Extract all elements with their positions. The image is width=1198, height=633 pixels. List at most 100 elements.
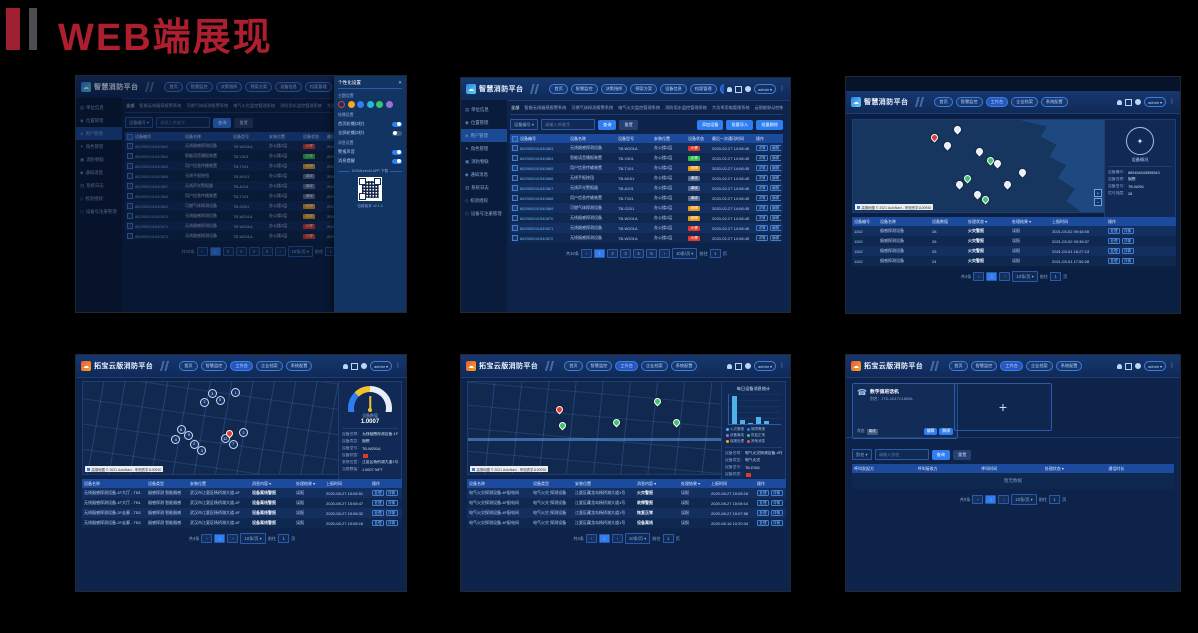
device-map-pin[interactable]	[952, 124, 963, 135]
detail-button[interactable]: 详情	[756, 214, 768, 222]
detail-button[interactable]: 详情	[385, 489, 398, 497]
pager-page-button[interactable]: 3	[620, 249, 632, 258]
sidebar-item[interactable]: ◉ 位置管理	[461, 116, 507, 129]
device-map-pin[interactable]	[942, 140, 953, 151]
sidebar-item[interactable]: ▣ 消防物联	[461, 155, 507, 168]
edit-button[interactable]: 编辑	[769, 224, 781, 232]
col-handle-result[interactable]: 处理结果 ▾	[1012, 218, 1032, 224]
search-input[interactable]	[874, 449, 929, 460]
nav-pill[interactable]: 决策指挥	[600, 84, 628, 94]
pager-page-button[interactable]: 2	[607, 249, 619, 258]
user-avatar[interactable]	[745, 86, 752, 92]
system-tab[interactable]: 消防用水监控管理系统	[665, 105, 707, 110]
nav-pill[interactable]: 首页	[564, 361, 583, 371]
toggle-switch[interactable]	[392, 158, 402, 164]
pager-page-button[interactable]: 1	[986, 272, 998, 281]
phone-device-card[interactable]: ☎ 数字值班话机 别名：JTD-4G17C1800A 状态 离线 编辑 解绑	[852, 383, 958, 439]
nav-pill[interactable]: 智慧监控	[570, 84, 598, 94]
theme-color-dot[interactable]	[338, 101, 345, 108]
detail-button[interactable]: 详情	[756, 224, 768, 232]
pager-size-select[interactable]: 10条/页 ▾	[624, 533, 651, 544]
device-map-pin[interactable]	[671, 417, 682, 428]
pager-next-button[interactable]: ›	[274, 247, 286, 256]
pager-goto-input[interactable]: 1	[1050, 272, 1062, 281]
nav-pill[interactable]: 企业档案	[255, 361, 283, 371]
toggle-switch[interactable]	[392, 149, 402, 155]
system-tab[interactable]: 智能无线烟感报警系统	[524, 105, 567, 110]
handle-button[interactable]: 处理	[1108, 247, 1120, 255]
system-tab[interactable]: 可燃气体探测报警系统	[571, 105, 614, 110]
row-checkbox[interactable]	[127, 233, 133, 239]
sidebar-item[interactable]: ◆ 通知消息	[76, 166, 122, 179]
fullscreen-icon[interactable]	[735, 362, 743, 370]
row-checkbox[interactable]	[512, 225, 518, 231]
col-message[interactable]: 消息内容 ▾	[637, 480, 657, 486]
close-icon[interactable]: ✕	[398, 80, 402, 85]
filter-select[interactable]: 设备编号 ▾	[125, 117, 154, 128]
pager-size-select[interactable]: 10条/页 ▾	[672, 248, 698, 259]
more-menu-icon[interactable]: ⋮	[395, 363, 401, 369]
cell-device-id[interactable]: 862950041540871	[520, 225, 554, 231]
pager-page-button[interactable]: 4	[248, 247, 260, 256]
col-message[interactable]: 消息内容 ▾	[252, 480, 272, 486]
edit-button[interactable]: 编辑	[769, 144, 781, 152]
detail-button[interactable]: 详情	[756, 204, 768, 212]
row-checkbox[interactable]	[512, 165, 518, 171]
col-result[interactable]: 处理结果 ▾	[296, 480, 316, 486]
user-menu[interactable]: admin ▾	[1144, 97, 1166, 107]
system-tab[interactable]: 全部	[511, 105, 520, 110]
add-device-button[interactable]: 添加设备	[696, 119, 724, 130]
detail-button[interactable]: 详情	[756, 184, 768, 192]
more-menu-icon[interactable]: ⋮	[1169, 99, 1175, 105]
zoom-in-button[interactable]: +	[1094, 189, 1102, 197]
pager-page-button[interactable]: 1	[985, 495, 997, 504]
select-all-checkbox[interactable]	[512, 135, 518, 142]
cluster-marker[interactable]: 7	[228, 439, 238, 449]
more-menu-icon[interactable]: ⋮	[779, 363, 785, 369]
nav-pill[interactable]: 首页	[179, 361, 198, 371]
detail-button[interactable]: 详情	[756, 194, 768, 202]
pager-prev-button[interactable]: ‹	[973, 272, 985, 281]
nav-pill[interactable]: 工作台	[230, 361, 253, 371]
detail-button[interactable]: 详情	[385, 499, 398, 507]
sidebar-item[interactable]: ▥ 系统日志	[76, 179, 122, 192]
sidebar-item[interactable]: ▥ 系统日志	[461, 181, 507, 194]
user-menu[interactable]: admin ▾	[1144, 361, 1166, 371]
system-tab[interactable]: 电气火灾监控管理系统	[618, 105, 661, 110]
row-checkbox[interactable]	[512, 205, 518, 211]
cell-device-id[interactable]: 862950041540872	[520, 235, 554, 241]
cell-device-id[interactable]: 862950041540863	[520, 145, 554, 151]
row-checkbox[interactable]	[512, 195, 518, 201]
notification-bell-icon[interactable]	[727, 363, 733, 369]
batch-delete-button[interactable]: 批量删除	[756, 119, 783, 130]
cell-device-id[interactable]: 862950041540869	[520, 205, 554, 211]
detail-button[interactable]: 详情	[770, 519, 783, 527]
cluster-marker[interactable]: 3	[207, 389, 217, 399]
nav-pill[interactable]: 预案方案	[245, 82, 273, 92]
detail-button[interactable]: 详情	[1121, 257, 1134, 265]
zoom-out-button[interactable]: −	[1094, 198, 1102, 206]
cluster-marker[interactable]: 9	[184, 430, 194, 440]
edit-button[interactable]: 编辑	[769, 154, 781, 162]
fullscreen-icon[interactable]	[1125, 98, 1133, 106]
pager-prev-button[interactable]: ‹	[201, 534, 213, 543]
nav-pill[interactable]: 系统配置	[285, 361, 313, 371]
detail-button[interactable]: 详情	[756, 164, 768, 172]
pager-size-select[interactable]: 10条/页 ▾	[287, 246, 313, 257]
notification-bell-icon[interactable]	[1117, 363, 1123, 369]
search-button[interactable]: 查询	[931, 449, 951, 460]
cell-device-id[interactable]: 862950041540866	[520, 175, 554, 181]
nav-pill[interactable]: 档案管理	[689, 84, 717, 94]
nav-pill[interactable]: 企业档案	[640, 361, 668, 371]
theme-color-dot[interactable]	[347, 101, 355, 108]
pager-next-button[interactable]: ›	[659, 249, 671, 258]
nav-pill[interactable]: 系统配置	[670, 361, 698, 371]
handle-button[interactable]: 处理	[757, 489, 769, 497]
nav-pill[interactable]: 系统配置	[1055, 361, 1083, 371]
search-input[interactable]	[156, 117, 211, 128]
pager-size-select[interactable]: 10条/页 ▾	[1011, 494, 1037, 505]
sidebar-item[interactable]: ◇ 校验授权	[76, 192, 122, 205]
region-map[interactable]: 高德地图 © 2021 AutoNavi - 甲测资字1100930 + −	[852, 119, 1106, 213]
detail-button[interactable]: 详情	[770, 499, 783, 507]
row-checkbox[interactable]	[512, 215, 518, 221]
